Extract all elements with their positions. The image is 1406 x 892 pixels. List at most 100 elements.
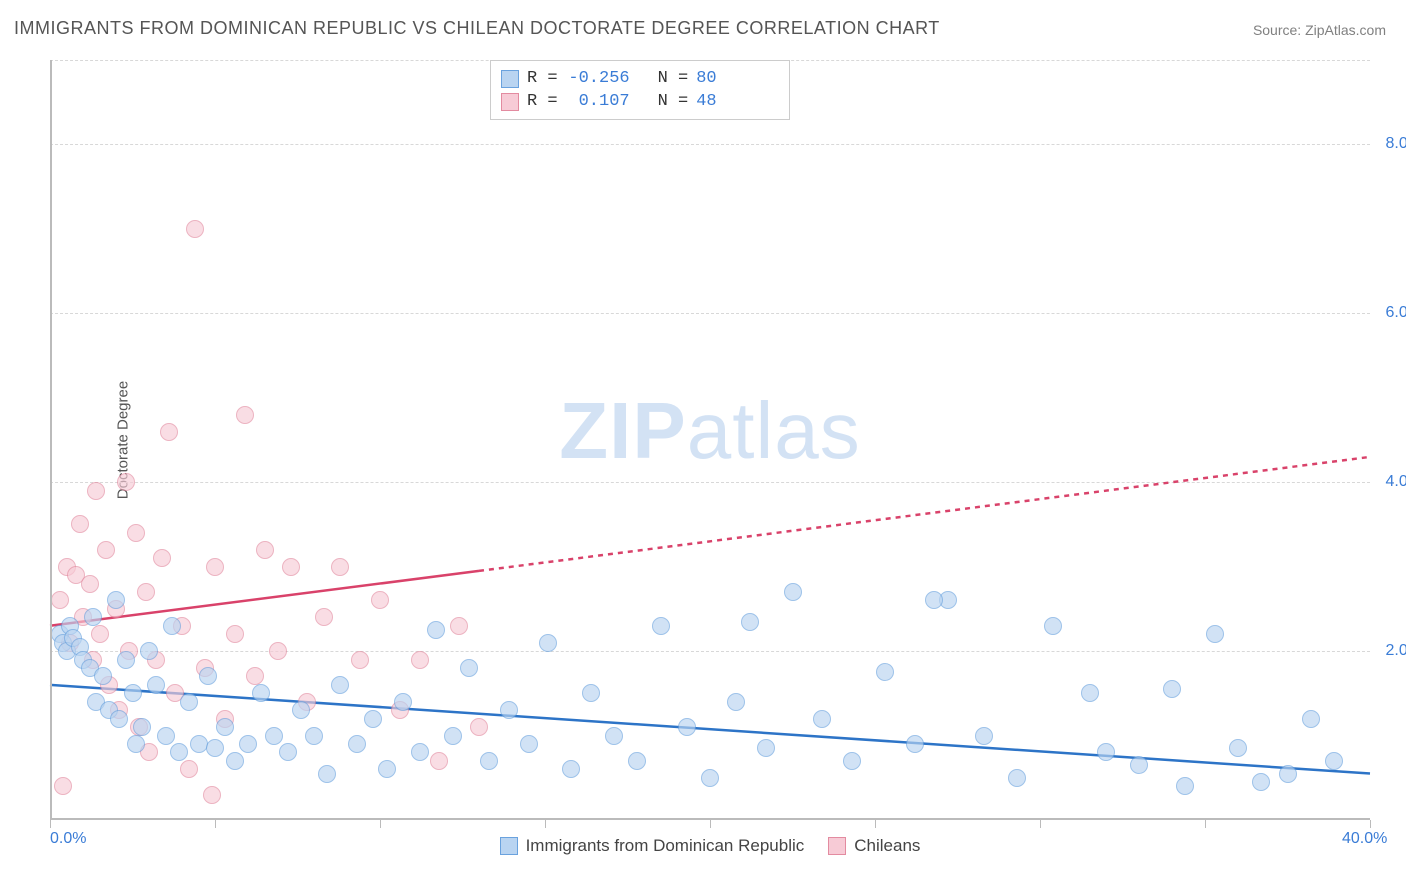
- dominican-point: [226, 752, 244, 770]
- dominican-point: [605, 727, 623, 745]
- n-label: N =: [658, 69, 689, 88]
- chilean-point: [71, 515, 89, 533]
- dominican-point: [163, 617, 181, 635]
- chilean-point: [87, 482, 105, 500]
- dominican-point: [480, 752, 498, 770]
- chilean-point: [246, 667, 264, 685]
- chart-title: IMMIGRANTS FROM DOMINICAN REPUBLIC VS CH…: [14, 18, 940, 39]
- trend-lines: [50, 60, 1370, 820]
- dominican-point: [1008, 769, 1026, 787]
- dominican-point: [1044, 617, 1062, 635]
- dominican-point: [1252, 773, 1270, 791]
- dominican-point: [427, 621, 445, 639]
- series-legend-label: Chileans: [854, 836, 920, 856]
- chilean-point: [470, 718, 488, 736]
- legend-swatch: [500, 837, 518, 855]
- x-tick: [1040, 820, 1041, 828]
- dominican-point: [180, 693, 198, 711]
- chilean-point: [180, 760, 198, 778]
- dominican-point: [117, 651, 135, 669]
- legend-swatch: [501, 93, 519, 111]
- dominican-point: [279, 743, 297, 761]
- r-label: R =: [527, 92, 558, 111]
- legend-swatch: [501, 70, 519, 88]
- chilean-point: [315, 608, 333, 626]
- dominican-point: [562, 760, 580, 778]
- dominican-point: [1206, 625, 1224, 643]
- dominican-point: [1130, 756, 1148, 774]
- dominican-point: [876, 663, 894, 681]
- dominican-point: [975, 727, 993, 745]
- dominican-point: [444, 727, 462, 745]
- dominican-point: [94, 667, 112, 685]
- y-tick-label: 6.0%: [1386, 304, 1406, 322]
- stats-legend: R =-0.256N =80R = 0.107N =48: [490, 60, 790, 120]
- chilean-point: [153, 549, 171, 567]
- series-legend-label: Immigrants from Dominican Republic: [526, 836, 805, 856]
- dominican-point: [1229, 739, 1247, 757]
- dominican-point: [1325, 752, 1343, 770]
- dominican-point: [411, 743, 429, 761]
- chilean-point: [51, 591, 69, 609]
- x-tick: [380, 820, 381, 828]
- dominican-point: [364, 710, 382, 728]
- chilean-point: [54, 777, 72, 795]
- r-label: R =: [527, 69, 558, 88]
- dominican-point: [199, 667, 217, 685]
- x-tick: [1205, 820, 1206, 828]
- dominican-point: [1081, 684, 1099, 702]
- dominican-point: [813, 710, 831, 728]
- dominican-point: [539, 634, 557, 652]
- x-tick: [50, 820, 51, 828]
- dominican-point: [1176, 777, 1194, 795]
- dominican-point: [628, 752, 646, 770]
- chilean-trend-line: [479, 457, 1370, 571]
- n-value: 80: [696, 69, 716, 88]
- dominican-point: [331, 676, 349, 694]
- dominican-point: [216, 718, 234, 736]
- dominican-point: [110, 710, 128, 728]
- chilean-point: [430, 752, 448, 770]
- dominican-point: [127, 735, 145, 753]
- chilean-point: [282, 558, 300, 576]
- stats-legend-row: R = 0.107N =48: [501, 90, 779, 113]
- dominican-point: [190, 735, 208, 753]
- dominican-point: [727, 693, 745, 711]
- x-tick: [710, 820, 711, 828]
- chilean-point: [371, 591, 389, 609]
- chilean-point: [97, 541, 115, 559]
- dominican-point: [582, 684, 600, 702]
- dominican-point: [701, 769, 719, 787]
- y-tick-label: 8.0%: [1386, 135, 1406, 153]
- y-tick-label: 2.0%: [1386, 642, 1406, 660]
- chilean-point: [81, 575, 99, 593]
- dominican-point: [757, 739, 775, 757]
- dominican-point: [133, 718, 151, 736]
- source-label: Source: ZipAtlas.com: [1253, 22, 1386, 38]
- chilean-point: [186, 220, 204, 238]
- dominican-point: [305, 727, 323, 745]
- plot-area: Doctorate Degree ZIPatlas 0.0%40.0% 2.0%…: [50, 60, 1370, 820]
- dominican-trend-line: [50, 685, 1370, 774]
- dominican-point: [124, 684, 142, 702]
- dominican-point: [252, 684, 270, 702]
- dominican-point: [843, 752, 861, 770]
- dominican-point: [292, 701, 310, 719]
- series-legend-item: Chileans: [828, 836, 920, 856]
- dominican-point: [1163, 680, 1181, 698]
- dominican-point: [378, 760, 396, 778]
- legend-swatch: [828, 837, 846, 855]
- x-tick: [215, 820, 216, 828]
- dominican-point: [460, 659, 478, 677]
- chilean-point: [203, 786, 221, 804]
- chilean-point: [256, 541, 274, 559]
- chilean-point: [450, 617, 468, 635]
- dominican-point: [394, 693, 412, 711]
- dominican-point: [147, 676, 165, 694]
- chilean-point: [160, 423, 178, 441]
- dominican-point: [318, 765, 336, 783]
- chilean-point: [411, 651, 429, 669]
- dominican-point: [1279, 765, 1297, 783]
- dominican-point: [925, 591, 943, 609]
- dominican-point: [520, 735, 538, 753]
